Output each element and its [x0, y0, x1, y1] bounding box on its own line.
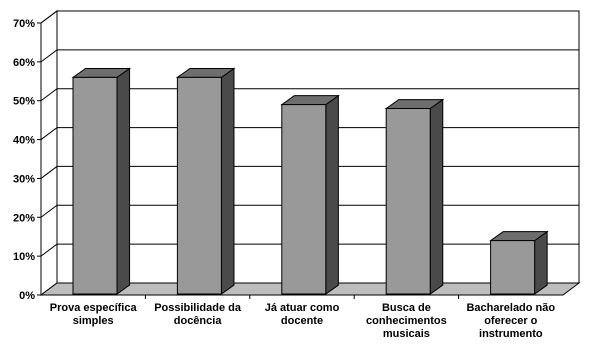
- x-tick-label: Já atuar como docente: [265, 302, 340, 327]
- bar-front: [281, 104, 327, 295]
- bar-side: [429, 98, 444, 295]
- bar-front: [385, 107, 431, 295]
- x-tick-label-line: oferecer o: [484, 315, 537, 327]
- gridline: [40, 49, 579, 63]
- y-tick-label: 70%: [13, 18, 35, 30]
- gridline: [40, 10, 579, 24]
- bar: [384, 98, 445, 295]
- y-tick-label: 20%: [13, 212, 35, 224]
- x-tick-label-line: conhecimentos: [366, 315, 447, 327]
- bar-front: [176, 76, 222, 295]
- x-tick-label: Possibilidade da docência: [154, 302, 242, 327]
- bar: [280, 94, 340, 295]
- x-tick-label: Bacharelado não oferecer o instrumento: [466, 302, 555, 340]
- x-tick-label-line: docente: [281, 315, 323, 327]
- bar-side: [325, 94, 339, 295]
- bar-side: [116, 67, 131, 295]
- y-tick-label: 0%: [19, 290, 35, 302]
- x-tick-label: Busca de conhecimentos musicais: [366, 302, 447, 340]
- y-tick-label: 30%: [13, 173, 35, 185]
- bar-side: [220, 67, 235, 295]
- x-tick-label-line: simples: [73, 315, 114, 327]
- bar: [489, 230, 549, 295]
- y-tick-labels: 0% 10% 20% 30% 40% 50% 60% 70%: [13, 18, 35, 302]
- x-tick-label-line: Prova específica: [50, 302, 138, 314]
- y-tick-label: 40%: [13, 135, 35, 147]
- bar-front: [72, 76, 118, 295]
- axes: [37, 22, 563, 299]
- x-tick-label-line: musicais: [383, 328, 430, 340]
- bar: [71, 67, 132, 295]
- bar-side: [534, 230, 548, 295]
- side-wall: [40, 10, 58, 296]
- x-tick-label-line: docência: [174, 315, 223, 327]
- x-tick-label-line: instrumento: [479, 328, 543, 340]
- bar-front: [490, 240, 536, 295]
- x-tick-label-line: Já atuar como: [265, 302, 340, 314]
- bar: [175, 67, 236, 295]
- bars: [71, 67, 549, 295]
- y-tick-label: 50%: [13, 96, 35, 108]
- x-tick-label: Prova específica simples: [50, 302, 138, 327]
- x-tick-label-line: Possibilidade da: [154, 302, 242, 314]
- gridline: [40, 88, 579, 102]
- x-tick-label-line: Busca de: [382, 302, 431, 314]
- x-tick-label-line: Bacharelado não: [466, 302, 555, 314]
- y-tick-label: 60%: [13, 57, 35, 69]
- y-tick-label: 10%: [13, 251, 35, 263]
